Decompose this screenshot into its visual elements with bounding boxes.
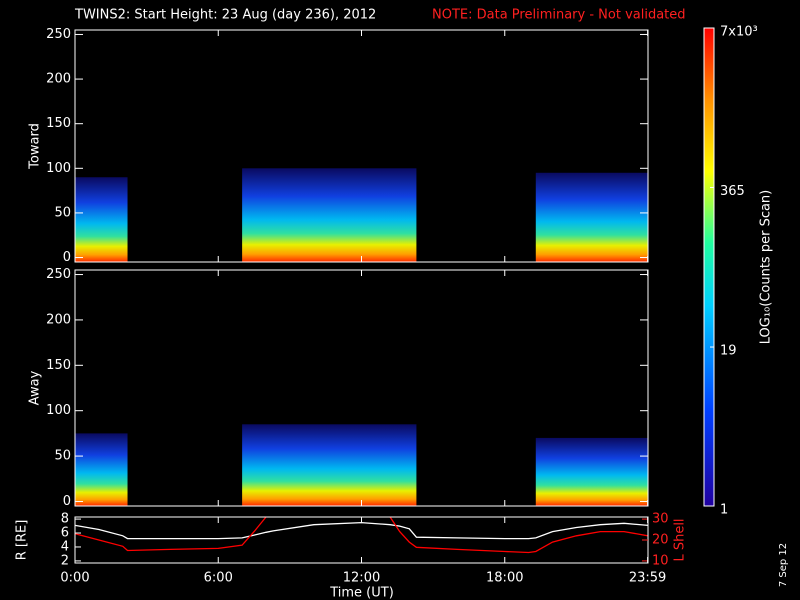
y2-axis-label: L Shell bbox=[673, 518, 688, 561]
spectrogram-block bbox=[75, 433, 128, 506]
colorbar-label: LOG₁₀(Counts per Scan) bbox=[759, 190, 774, 345]
x-tick-label: 6:00 bbox=[204, 571, 233, 586]
x-tick-label: 23:59 bbox=[629, 571, 666, 586]
orbit-line bbox=[75, 521, 648, 540]
y-tick-label: 150 bbox=[46, 358, 71, 373]
x-axis-label: Time (UT) bbox=[329, 586, 394, 600]
y-tick-label: 250 bbox=[46, 27, 71, 42]
spectrogram-block bbox=[75, 177, 128, 262]
note: NOTE: Data Preliminary - Not validated bbox=[432, 8, 686, 23]
colorbar-tick-label: 1 bbox=[720, 503, 728, 518]
x-tick-label: 0:00 bbox=[60, 571, 89, 586]
spectrogram-block bbox=[535, 172, 648, 262]
x-tick-label: 12:00 bbox=[343, 571, 380, 586]
y-axis-label: R [RE] bbox=[15, 520, 30, 561]
date-stamp: 7 Sep 12 bbox=[778, 543, 789, 587]
y2-tick-label: 30 bbox=[652, 512, 669, 527]
y-tick-label: 6 bbox=[61, 526, 69, 541]
colorbar-tick-label: 365 bbox=[720, 184, 745, 199]
orbit-line bbox=[75, 517, 648, 554]
y-tick-label: 0 bbox=[63, 250, 71, 265]
colorbar bbox=[703, 27, 715, 507]
colorbar-tick-label: 7x10³ bbox=[720, 25, 758, 40]
y-tick-label: 4 bbox=[61, 539, 69, 554]
y-tick-label: 50 bbox=[54, 205, 71, 220]
x-tick-label: 18:00 bbox=[486, 571, 523, 586]
y-tick-label: 250 bbox=[46, 267, 71, 282]
spectrogram-block bbox=[535, 437, 648, 506]
orbit-lines bbox=[75, 517, 648, 554]
spectrogram-block bbox=[242, 168, 417, 262]
y-tick-label: 150 bbox=[46, 116, 71, 131]
y-tick-label: 2 bbox=[61, 553, 69, 568]
chart-title: TWINS2: Start Height: 23 Aug (day 236), … bbox=[74, 8, 376, 23]
panel-label: Away bbox=[28, 370, 43, 405]
y2-tick-label: 10 bbox=[652, 553, 669, 568]
y-tick-label: 50 bbox=[54, 449, 71, 464]
y-tick-label: 200 bbox=[46, 72, 71, 87]
panel-label: Toward bbox=[28, 123, 43, 170]
y-tick-label: 100 bbox=[46, 403, 71, 418]
colorbar-tick-label: 19 bbox=[720, 344, 737, 359]
y2-tick-label: 20 bbox=[652, 533, 669, 548]
y-tick-label: 100 bbox=[46, 161, 71, 176]
spectrogram-block bbox=[242, 424, 417, 506]
y-tick-label: 200 bbox=[46, 312, 71, 327]
y-tick-label: 8 bbox=[61, 512, 69, 527]
y-tick-label: 0 bbox=[63, 494, 71, 509]
